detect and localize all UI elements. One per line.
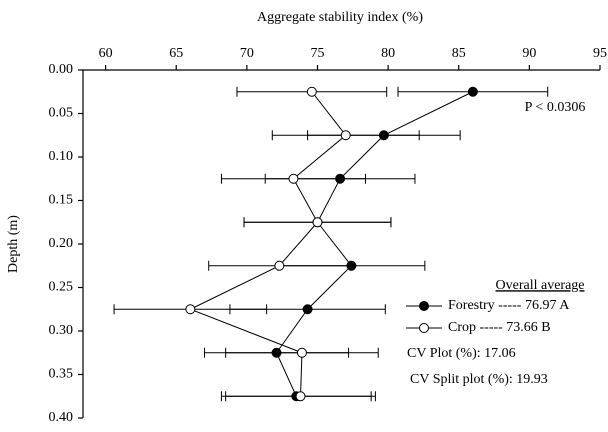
legend-label: Crop ----- 73.66 B <box>448 320 551 335</box>
y-tick-label: 0.10 <box>49 149 74 164</box>
x-tick-label: 80 <box>381 46 395 61</box>
x-tick-label: 85 <box>452 46 466 61</box>
point <box>295 391 306 402</box>
point <box>288 173 299 184</box>
y-tick-label: 0.30 <box>49 323 74 338</box>
p-value: P < 0.0306 <box>525 100 586 115</box>
point <box>274 260 285 271</box>
point <box>335 173 346 184</box>
y-tick-label: 0.40 <box>49 410 74 425</box>
y-tick-label: 0.25 <box>49 280 74 295</box>
legend-label: Forestry ----- 76.97 A <box>448 298 570 313</box>
point <box>378 130 389 141</box>
x-tick-label: 90 <box>522 46 536 61</box>
x-tick-label: 65 <box>169 46 183 61</box>
legend-marker <box>419 301 429 311</box>
point <box>346 260 357 271</box>
point <box>271 347 282 358</box>
point <box>296 347 307 358</box>
legend-marker <box>419 323 429 333</box>
x-tick-label: 75 <box>310 46 324 61</box>
y-tick-label: 0.05 <box>49 106 74 121</box>
point <box>312 217 323 228</box>
legend-title: Overall average <box>496 278 585 293</box>
point <box>185 304 196 315</box>
y-tick-label: 0.20 <box>49 236 74 251</box>
series-line <box>275 91 474 397</box>
y-tick-label: 0.15 <box>49 193 74 208</box>
point <box>467 86 478 97</box>
x-tick-label: 60 <box>99 46 113 61</box>
point <box>340 130 351 141</box>
point <box>306 86 317 97</box>
cv-plot: CV Plot (%): 17.06 <box>407 346 516 361</box>
x-tick-label: 70 <box>240 46 254 61</box>
series-line <box>189 91 347 397</box>
y-tick-label: 0.35 <box>49 367 74 382</box>
y-axis-title: Depth (m) <box>6 215 21 273</box>
x-tick-label: 95 <box>593 46 607 61</box>
x-axis-title: Aggregate stability index (%) <box>257 10 423 25</box>
point <box>302 304 313 315</box>
y-tick-label: 0.00 <box>49 62 74 77</box>
cv-split-plot: CV Split plot (%): 19.93 <box>410 372 548 387</box>
